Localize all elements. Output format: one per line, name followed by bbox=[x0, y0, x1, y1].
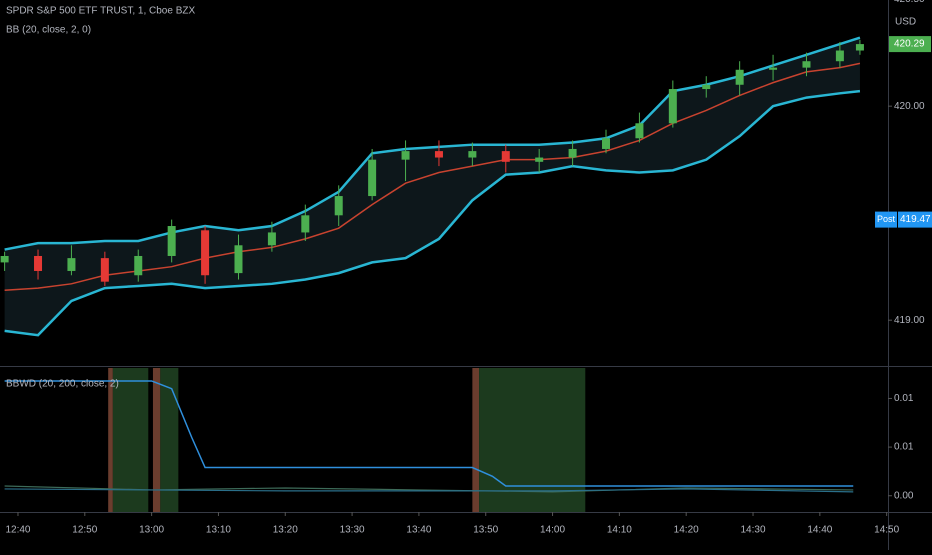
x-tick-label: 13:50 bbox=[473, 525, 498, 536]
candle-body bbox=[602, 138, 611, 149]
signal-region bbox=[112, 368, 149, 512]
y-tick-label: 420.50 bbox=[894, 0, 925, 5]
x-tick-label: 13:00 bbox=[139, 525, 164, 536]
candle-body bbox=[702, 84, 711, 90]
axes: 419.00 420.00 420.50 420.29 Post 419.47 0.00 0.… bbox=[5, 0, 932, 536]
candle-body bbox=[368, 159, 377, 197]
candle-body bbox=[635, 123, 644, 139]
basis-line bbox=[4, 62, 861, 291]
bb-legend: BB (20, close, 2, 0) bbox=[6, 25, 91, 36]
candle-body bbox=[234, 245, 243, 274]
candle-body bbox=[167, 226, 176, 256]
lower-band bbox=[4, 89, 861, 337]
indicator-pane bbox=[4, 368, 854, 512]
candle-body bbox=[301, 215, 310, 233]
last-price-label: 420.29 bbox=[894, 39, 925, 50]
bbwd-line bbox=[4, 488, 854, 493]
x-tick-label: 14:00 bbox=[540, 525, 565, 536]
candle-body bbox=[835, 50, 844, 62]
x-tick-label: 13:30 bbox=[340, 525, 365, 536]
candle-body bbox=[735, 69, 744, 85]
x-tick-label: 13:20 bbox=[273, 525, 298, 536]
candle-body bbox=[267, 232, 276, 246]
x-tick-label: 12:40 bbox=[5, 525, 30, 536]
candle-body bbox=[201, 230, 210, 276]
x-tick-label: 14:20 bbox=[674, 525, 699, 536]
candle-body bbox=[501, 151, 510, 162]
post-tag bbox=[875, 211, 897, 228]
candle-body bbox=[100, 258, 109, 282]
candle-body bbox=[0, 255, 9, 263]
signal-region bbox=[472, 368, 480, 512]
x-tick-label: 14:30 bbox=[741, 525, 766, 536]
x-tick-label: 13:40 bbox=[406, 525, 431, 536]
currency: USD bbox=[895, 17, 916, 28]
candle-body bbox=[855, 44, 864, 51]
signal-region bbox=[160, 368, 179, 512]
y-tick-label: 0.00 bbox=[894, 490, 914, 501]
candle-body bbox=[401, 151, 410, 160]
candle-body bbox=[535, 157, 544, 162]
post-price-box bbox=[898, 211, 932, 228]
candle-body bbox=[134, 255, 143, 276]
candle-body bbox=[34, 255, 43, 271]
candle-body bbox=[568, 148, 577, 158]
candle-body bbox=[334, 196, 343, 216]
post-price-label: 419.47 bbox=[900, 214, 931, 225]
candle-body bbox=[769, 67, 778, 70]
x-tick-label: 14:40 bbox=[807, 525, 832, 536]
y-tick-label: 0.01 bbox=[894, 393, 914, 404]
symbol-title: SPDR S&P 500 ETF TRUST, 1, Cboe BZX bbox=[6, 6, 195, 17]
y-tick-label: 420.00 bbox=[894, 101, 925, 112]
signal-region bbox=[479, 368, 586, 512]
candle-body bbox=[802, 61, 811, 68]
x-tick-label: 14:50 bbox=[874, 525, 899, 536]
x-tick-label: 14:10 bbox=[607, 525, 632, 536]
last-price-box bbox=[889, 36, 931, 53]
bbwd-line bbox=[4, 380, 854, 487]
x-tick-label: 12:50 bbox=[72, 525, 97, 536]
bbwd-legend: BBWD (20, 200, close, 2) bbox=[6, 379, 119, 390]
x-tick-label: 13:10 bbox=[206, 525, 231, 536]
y-tick-label: 0.01 bbox=[894, 442, 914, 453]
candle-body bbox=[434, 151, 443, 158]
candle-body bbox=[468, 151, 477, 158]
price-pane bbox=[0, 36, 864, 337]
candle-body bbox=[668, 89, 677, 124]
signal-region bbox=[152, 368, 161, 512]
y-tick-label: 419.00 bbox=[894, 315, 925, 326]
signal-region bbox=[108, 368, 113, 512]
post-tag-label: Post bbox=[877, 214, 896, 224]
band-fill bbox=[4, 37, 860, 336]
candle-body bbox=[67, 258, 76, 271]
